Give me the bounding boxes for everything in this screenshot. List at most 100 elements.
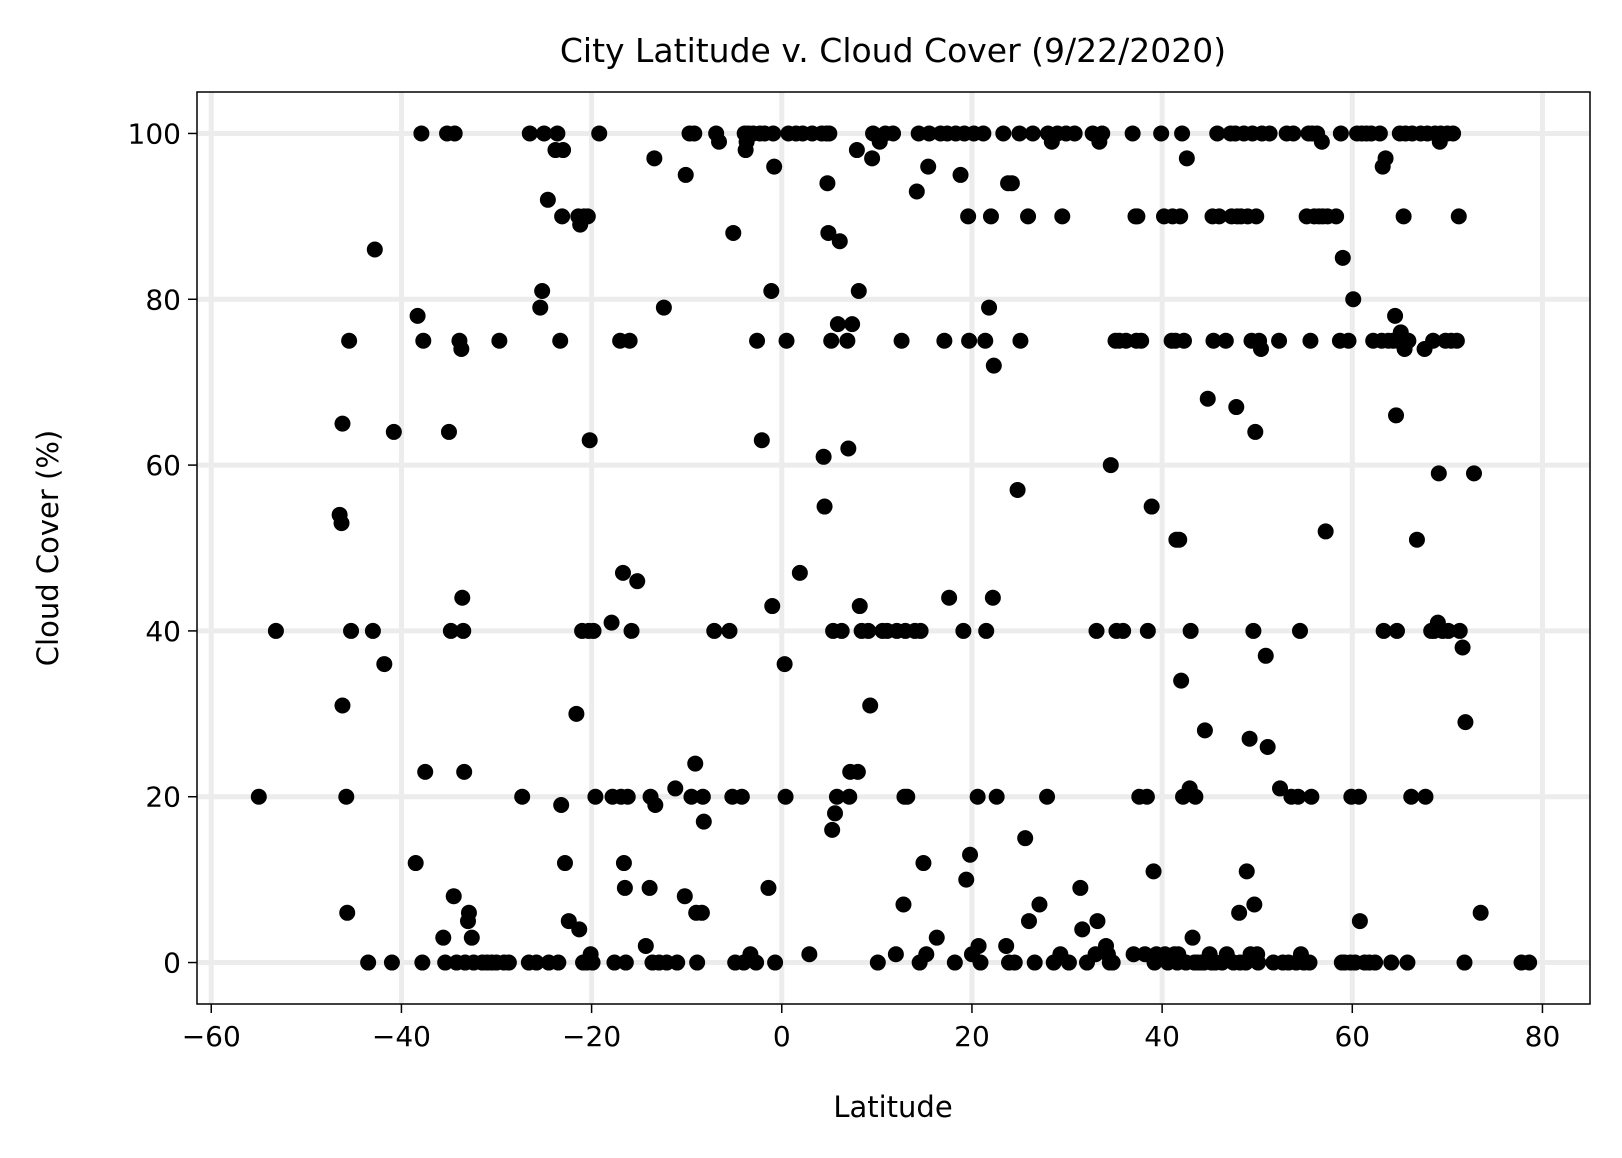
data-point <box>339 904 356 921</box>
data-point <box>706 622 723 639</box>
data-point <box>763 282 780 299</box>
data-point <box>748 954 765 971</box>
data-point <box>1367 954 1384 971</box>
data-point <box>1430 465 1447 482</box>
data-point <box>250 788 267 805</box>
data-point <box>860 622 877 639</box>
data-point <box>1399 954 1416 971</box>
data-point <box>1388 622 1405 639</box>
data-point <box>1457 714 1474 731</box>
data-point <box>1450 208 1467 225</box>
data-point <box>619 788 636 805</box>
data-point <box>1009 481 1026 498</box>
data-point <box>1290 788 1307 805</box>
data-point <box>456 763 473 780</box>
data-point <box>893 332 910 349</box>
data-point <box>1153 125 1170 142</box>
data-point <box>760 879 777 896</box>
y-tick-label: 40 <box>145 615 181 648</box>
data-point <box>1303 788 1320 805</box>
data-point <box>614 564 631 581</box>
data-point <box>1138 788 1155 805</box>
data-point <box>637 937 654 954</box>
data-point <box>500 954 517 971</box>
data-point <box>1408 531 1425 548</box>
data-point <box>1257 647 1274 664</box>
data-point <box>851 598 868 615</box>
data-point <box>1020 208 1037 225</box>
data-point <box>1238 863 1255 880</box>
data-point <box>603 614 620 631</box>
data-point <box>1454 639 1471 656</box>
y-axis-ticks: 0 20 40 60 80 100 <box>128 117 197 980</box>
data-point <box>553 797 570 814</box>
data-point <box>1285 125 1302 142</box>
data-point <box>415 332 432 349</box>
data-point <box>936 332 953 349</box>
data-point <box>334 415 351 432</box>
data-point <box>463 929 480 946</box>
data-point <box>1417 788 1434 805</box>
data-point <box>815 448 832 465</box>
data-point <box>1011 125 1028 142</box>
data-point <box>1247 423 1264 440</box>
data-point <box>1425 332 1442 349</box>
data-point <box>579 208 596 225</box>
data-point <box>549 125 566 142</box>
data-point <box>946 954 963 971</box>
data-point <box>409 307 426 324</box>
data-point <box>1039 788 1056 805</box>
data-point <box>921 125 938 142</box>
data-point <box>1017 830 1034 847</box>
data-point <box>839 332 856 349</box>
data-point <box>831 233 848 250</box>
data-point <box>1521 954 1538 971</box>
data-point <box>833 622 850 639</box>
data-point <box>1387 307 1404 324</box>
data-point <box>617 954 634 971</box>
data-point <box>1377 150 1394 167</box>
data-point <box>1451 622 1468 639</box>
data-point <box>1066 125 1083 142</box>
data-point <box>1245 622 1262 639</box>
data-point <box>765 125 782 142</box>
data-point <box>383 954 400 971</box>
x-tick-label: 60 <box>1334 1020 1370 1053</box>
data-point <box>829 316 846 333</box>
data-point <box>550 954 567 971</box>
data-point <box>446 125 463 142</box>
data-point <box>539 191 556 208</box>
data-point <box>1209 125 1226 142</box>
data-point <box>571 921 588 938</box>
data-point <box>1139 622 1156 639</box>
data-point <box>849 763 866 780</box>
data-point <box>778 332 795 349</box>
data-point <box>850 282 867 299</box>
data-point <box>686 125 703 142</box>
data-point <box>1383 954 1400 971</box>
data-point <box>334 697 351 714</box>
data-point <box>1456 954 1473 971</box>
data-point <box>460 904 477 921</box>
data-point <box>844 316 861 333</box>
data-point <box>689 954 706 971</box>
data-point <box>364 622 381 639</box>
data-point <box>647 797 664 814</box>
data-point <box>1246 896 1263 913</box>
data-point <box>1102 457 1119 474</box>
data-point <box>584 954 601 971</box>
data-point <box>587 788 604 805</box>
data-point <box>442 622 459 639</box>
data-point <box>1054 208 1071 225</box>
data-point <box>978 622 995 639</box>
x-axis-label: Latitude <box>833 1090 952 1124</box>
data-point <box>1388 407 1405 424</box>
data-point <box>981 299 998 316</box>
data-point <box>1272 780 1289 797</box>
data-point <box>764 598 781 615</box>
x-tick-label: 40 <box>1144 1020 1180 1053</box>
data-point <box>554 208 571 225</box>
data-point <box>962 846 979 863</box>
